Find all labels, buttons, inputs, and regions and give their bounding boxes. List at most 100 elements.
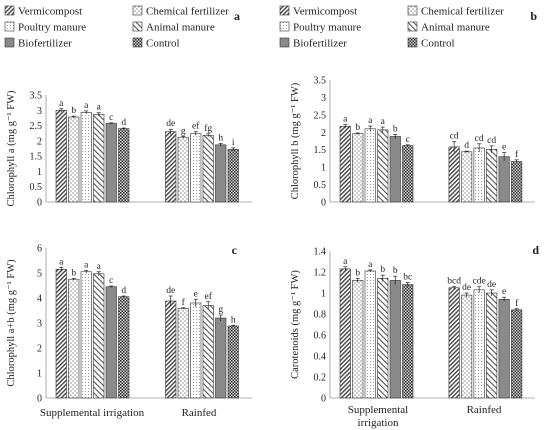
panel-letter: b — [530, 9, 537, 23]
significance-letter: b — [393, 266, 398, 276]
y-tick-label: 0 — [321, 394, 326, 405]
significance-letter: a — [343, 257, 348, 267]
significance-letter: cde — [473, 277, 486, 287]
legend-label-3: Animal manure — [421, 22, 490, 34]
significance-letter: bc — [403, 273, 412, 283]
bar-a-0-0 — [55, 109, 67, 203]
significance-letter: g — [218, 305, 223, 315]
bar-c-0-4 — [105, 286, 117, 399]
significance-letter: d — [121, 286, 126, 296]
legend-swatch — [279, 21, 290, 32]
y-tick-label: 0.5 — [314, 180, 327, 191]
y-tick-label: 3.5 — [30, 91, 43, 102]
bar-c-0-0 — [55, 268, 67, 399]
bar-b-1-4 — [498, 156, 510, 203]
bar-b-1-1 — [461, 151, 473, 203]
x-category-label: irrigation — [358, 417, 399, 429]
significance-letter: de — [487, 280, 496, 290]
y-tick-label: 0.2 — [314, 373, 327, 384]
bar-a-1-1 — [177, 136, 189, 203]
legend-swatch — [279, 5, 290, 16]
legend-swatch — [407, 21, 418, 32]
bar-b-0-2 — [364, 128, 376, 203]
x-category-label: Rainfed — [467, 404, 502, 416]
bar-d-0-4 — [389, 280, 401, 399]
bar-c-1-2 — [190, 302, 202, 399]
significance-letter: a — [381, 117, 386, 127]
bar-d-0-5 — [402, 284, 414, 399]
legend-swatch — [407, 37, 418, 48]
significance-letter: b — [355, 268, 360, 278]
significance-letter: a — [59, 99, 64, 109]
legend-label-2: Poultry manure — [18, 22, 86, 34]
legend-swatch — [4, 5, 15, 16]
significance-letter: a — [84, 101, 89, 111]
bar-a-1-2 — [190, 133, 202, 203]
significance-letter: e — [502, 143, 506, 153]
significance-letter: a — [97, 103, 102, 113]
legend-swatch — [407, 5, 418, 16]
y-tick-label: 1 — [37, 369, 42, 380]
bar-c-1-4 — [215, 317, 227, 399]
y-tick-label: 3 — [37, 106, 42, 117]
bar-c-0-5 — [118, 296, 130, 399]
bar-d-1-0 — [448, 287, 460, 399]
bar-c-1-5 — [227, 325, 239, 399]
bar-d-0-1 — [352, 280, 364, 399]
significance-letter: e — [194, 289, 198, 299]
significance-letter: b — [71, 269, 76, 279]
y-tick-label: 0 — [321, 198, 326, 209]
bar-d-1-3 — [486, 292, 498, 399]
significance-letter: g — [181, 126, 186, 136]
significance-letter: b — [71, 106, 76, 116]
significance-letter: h — [231, 315, 236, 325]
panel-letter: a — [234, 9, 240, 23]
legend-label-5: Control — [146, 38, 180, 50]
significance-letter: ef — [192, 121, 200, 132]
y-axis-label: Chlorophyll a+b (mg g⁻¹ FW) — [6, 259, 17, 387]
bar-d-1-4 — [498, 298, 510, 399]
y-tick-label: 3 — [37, 319, 42, 330]
y-tick-label: 1 — [321, 163, 326, 174]
x-category-label: Supplemental irrigation — [40, 407, 145, 419]
bar-b-1-3 — [486, 149, 498, 203]
bar-d-0-2 — [364, 270, 376, 399]
bar-c-1-3 — [202, 305, 214, 399]
bar-b-1-5 — [511, 161, 523, 203]
significance-letter: b — [393, 124, 398, 134]
y-tick-label: 5 — [37, 269, 42, 280]
bar-b-1-2 — [473, 147, 485, 203]
y-tick-label: 0.6 — [314, 331, 327, 342]
y-tick-label: 6 — [37, 244, 42, 255]
bar-a-0-5 — [118, 128, 130, 203]
bar-a-1-0 — [165, 131, 177, 203]
bar-c-0-3 — [93, 273, 105, 399]
significance-letter: d — [464, 141, 469, 151]
significance-letter: fg — [204, 123, 212, 134]
legend-label-0: Vermicompost — [18, 6, 82, 18]
bar-b-0-1 — [352, 133, 364, 203]
significance-letter: d — [121, 118, 126, 128]
legend-swatch — [132, 37, 143, 48]
bar-a-0-1 — [68, 116, 80, 203]
bar-c-1-1 — [177, 308, 189, 399]
significance-letter: c — [109, 276, 113, 286]
bar-b-0-5 — [402, 145, 414, 203]
y-tick-label: 3 — [321, 93, 326, 104]
y-tick-label: 1.5 — [30, 152, 43, 163]
bar-d-0-3 — [377, 277, 389, 399]
significance-letter: e — [502, 287, 506, 297]
significance-letter: b — [380, 265, 385, 275]
y-tick-label: 2.5 — [30, 121, 43, 132]
legend-swatch — [4, 37, 15, 48]
y-tick-label: 2 — [37, 344, 42, 355]
y-tick-label: 0.4 — [314, 352, 327, 363]
panel-letter: d — [532, 243, 539, 257]
y-tick-label: 2.5 — [314, 110, 327, 121]
significance-letter: i — [232, 138, 235, 148]
y-tick-label: 2 — [37, 136, 42, 147]
legend-swatch — [4, 21, 15, 32]
bar-a-1-3 — [202, 135, 214, 203]
y-tick-label: 0 — [37, 394, 42, 405]
y-axis-label: Chlorophyll a (mg g⁻¹ FW) — [6, 90, 17, 207]
